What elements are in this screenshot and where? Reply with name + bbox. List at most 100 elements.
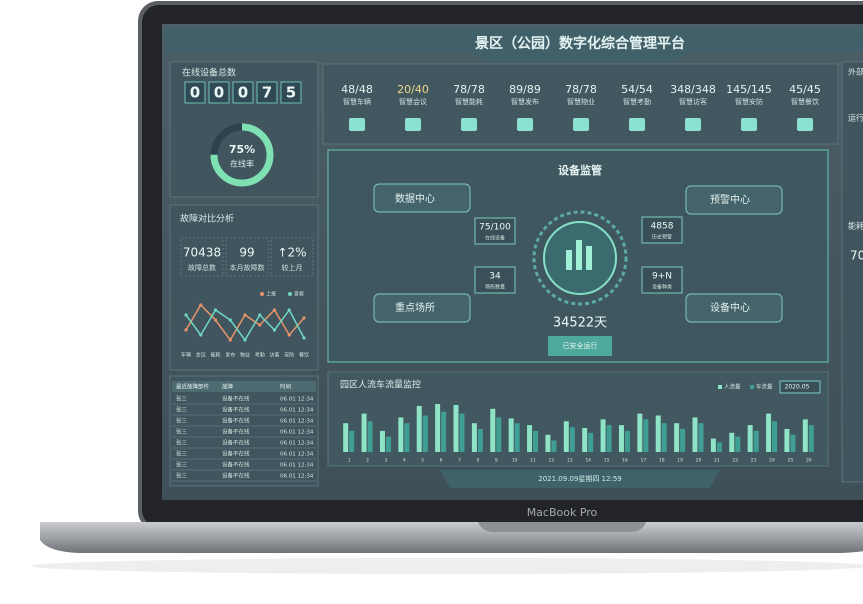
metric-label: 历史预警 (652, 234, 672, 241)
x-tick-label: 会议 (196, 352, 206, 359)
bar (551, 440, 557, 452)
stat-label: 智慧发布 (511, 97, 539, 106)
stat-count: 48/48 (341, 83, 373, 96)
x-tick-label: 15 (604, 458, 610, 464)
bar (802, 419, 808, 452)
stat-count: 45/45 (789, 83, 821, 96)
table-cell: 张三 (176, 406, 188, 414)
bar (618, 425, 624, 452)
side-value: 70 (850, 249, 863, 263)
core-icon (576, 240, 582, 270)
period-label: 2020.05 (785, 384, 810, 391)
x-tick-label: 考勤 (255, 352, 265, 359)
table-cell: 06.01 12:34 (280, 397, 314, 403)
bar (385, 436, 391, 452)
digit: 0 (238, 84, 248, 102)
x-tick-label: 12 (549, 458, 555, 464)
bar (569, 427, 575, 452)
bar (422, 415, 428, 452)
bar (692, 417, 698, 452)
table-cell: 设备不在线 (222, 428, 250, 436)
point (213, 308, 218, 312)
bar (753, 430, 759, 452)
node-box (685, 185, 783, 215)
bar (600, 419, 606, 452)
node-box (373, 183, 471, 213)
bar (563, 421, 569, 452)
rate-value: 75% (229, 143, 255, 156)
kpi-label: 较上月 (282, 263, 303, 272)
bar (533, 430, 539, 452)
bar (379, 430, 385, 452)
panel-title: 在线设备总数 (182, 67, 236, 79)
bar (637, 413, 643, 452)
x-tick-label: 物业 (240, 352, 250, 359)
metric-value: 9+N (652, 272, 672, 282)
point (184, 313, 188, 317)
table-header: 时间 (280, 383, 291, 391)
point (213, 318, 218, 322)
x-tick-label: 8 (476, 458, 479, 464)
bar (496, 417, 502, 452)
bar (545, 434, 551, 452)
metric-label: 设备种类 (652, 284, 672, 291)
stat-label: 智慧考勤 (623, 97, 651, 106)
point (302, 336, 306, 340)
metric-value: 34 (489, 272, 501, 282)
x-tick-label: 16 (622, 458, 628, 464)
x-tick-label: 发布 (225, 352, 235, 359)
x-tick-label: 13 (567, 458, 573, 464)
point (184, 328, 188, 332)
bar (588, 432, 594, 452)
table-cell: 06.01 12:34 (280, 430, 314, 436)
table-cell: 06.01 12:34 (280, 452, 314, 458)
table-cell: 06.01 12:34 (280, 441, 314, 447)
stat-icon (573, 118, 589, 131)
metric-box (474, 217, 516, 245)
metric-value: 4858 (651, 222, 674, 232)
stat-icon (349, 118, 365, 131)
stat-label: 智慧访客 (679, 97, 707, 106)
bar (766, 413, 772, 452)
legend-swatch (750, 385, 754, 389)
stat-icon (685, 118, 701, 131)
legend-swatch (718, 385, 722, 389)
stat-label: 智慧会议 (399, 97, 427, 106)
stat-label: 智慧能耗 (455, 97, 483, 106)
kpi-label: 本月故障数 (230, 263, 265, 272)
x-tick-label: 19 (677, 458, 683, 464)
table-cell: 设备不在线 (222, 439, 250, 447)
bar (624, 430, 630, 452)
metric-box (641, 266, 683, 294)
x-tick-label: 5 (421, 458, 424, 464)
legend-label: 查看 (294, 291, 304, 298)
metric-box (474, 266, 516, 294)
x-tick-label: 20 (696, 458, 702, 464)
x-tick-label: 能耗 (210, 352, 220, 359)
table-cell: 张三 (176, 395, 188, 403)
x-tick-label: 11 (530, 458, 536, 464)
digit-box (184, 81, 206, 104)
x-tick-label: 23 (751, 458, 757, 464)
period-select[interactable] (779, 380, 821, 394)
bar (735, 436, 741, 452)
metric-label: 在线设备 (485, 235, 505, 242)
point (302, 316, 306, 320)
x-tick-label: 24 (769, 458, 775, 464)
stat-count: 89/89 (509, 83, 541, 96)
legend-dot (288, 292, 292, 296)
side-label: 外部 (848, 67, 863, 77)
node-label: 预警中心 (710, 193, 750, 206)
kpi-value: ↑2% (277, 246, 306, 260)
base (40, 522, 863, 553)
bar (680, 428, 686, 452)
table-header: 故障 (222, 383, 234, 391)
stat-count: 78/78 (453, 83, 485, 96)
bar (808, 425, 814, 452)
bar (453, 404, 459, 452)
core-icon (586, 246, 592, 270)
panel-table (169, 375, 319, 487)
stat-label: 智慧物业 (567, 97, 595, 106)
